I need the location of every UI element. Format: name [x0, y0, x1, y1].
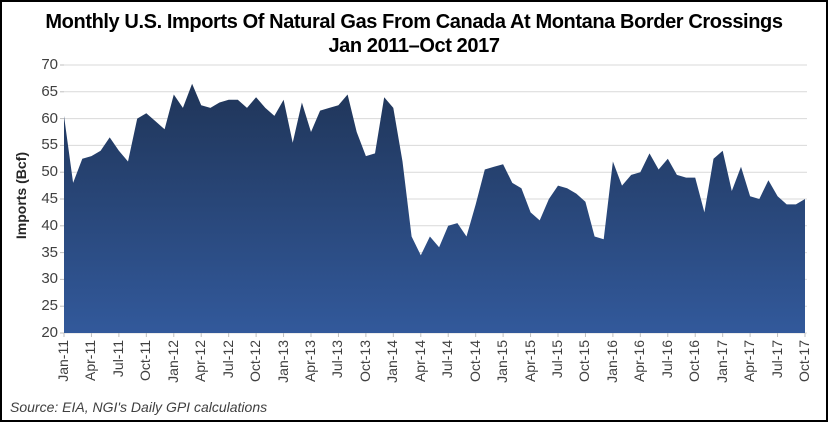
y-tick-label: 55	[41, 136, 58, 154]
y-tick-label: 30	[41, 270, 58, 288]
x-tick-label: Apr-17	[741, 340, 758, 383]
x-tick-label: Apr-13	[302, 340, 318, 383]
x-tick-label: Jul-16	[658, 340, 675, 379]
y-tick-label: 70	[41, 56, 58, 73]
y-tick-label: 40	[41, 216, 58, 234]
y-tick-label: 45	[41, 190, 58, 207]
chart-title-line2: Jan 2011–Oct 2017	[328, 35, 500, 57]
x-tick-label: Apr-11	[82, 340, 99, 381]
x-tick-label: Jan-13	[274, 340, 291, 383]
imports-area-series	[64, 83, 805, 333]
y-tick-label: 50	[41, 163, 58, 181]
x-tick-label: Apr-15	[521, 340, 538, 383]
x-tick-label: Oct-15	[576, 340, 593, 383]
x-tick-label: Jul-15	[549, 340, 565, 379]
x-tick-label: Apr-14	[411, 340, 428, 383]
x-tick-label: Oct-17	[796, 340, 812, 383]
x-tick-label: Oct-11	[137, 340, 154, 381]
y-tick-label: 65	[41, 82, 58, 100]
x-tick-label: Jan-14	[384, 340, 401, 383]
x-tick-label: Apr-12	[192, 340, 209, 383]
x-tick-label: Oct-14	[466, 340, 483, 383]
source-note: Source: EIA, NGI's Daily GPI calculation…	[10, 399, 268, 415]
x-tick-label: Oct-13	[356, 340, 373, 383]
x-tick-label: Jan-12	[164, 340, 181, 383]
x-tick-label: Oct-12	[247, 340, 264, 383]
x-tick-label: Jul-14	[439, 340, 456, 379]
x-tick-label: Jan-11	[55, 340, 71, 382]
x-tick-label: Jan-17	[713, 340, 730, 383]
y-tick-label: 25	[41, 297, 58, 315]
chart-title-line1: Monthly U.S. Imports Of Natural Gas From…	[45, 11, 783, 33]
y-tick-label: 60	[41, 109, 58, 127]
y-tick-label: 20	[41, 324, 58, 341]
x-tick-label: Jul-17	[768, 340, 785, 379]
x-tick-label: Jan-15	[494, 340, 511, 383]
x-tick-label: Jan-16	[603, 340, 620, 383]
y-axis-title: Imports (Bcf)	[13, 152, 29, 240]
x-tick-label: Jul-13	[329, 340, 346, 379]
x-tick-label: Apr-16	[631, 340, 648, 383]
x-tick-label: Oct-16	[686, 340, 703, 383]
x-tick-label: Jul-11	[109, 340, 126, 378]
x-tick-label: Jul-12	[219, 340, 236, 379]
y-tick-label: 35	[41, 243, 58, 261]
